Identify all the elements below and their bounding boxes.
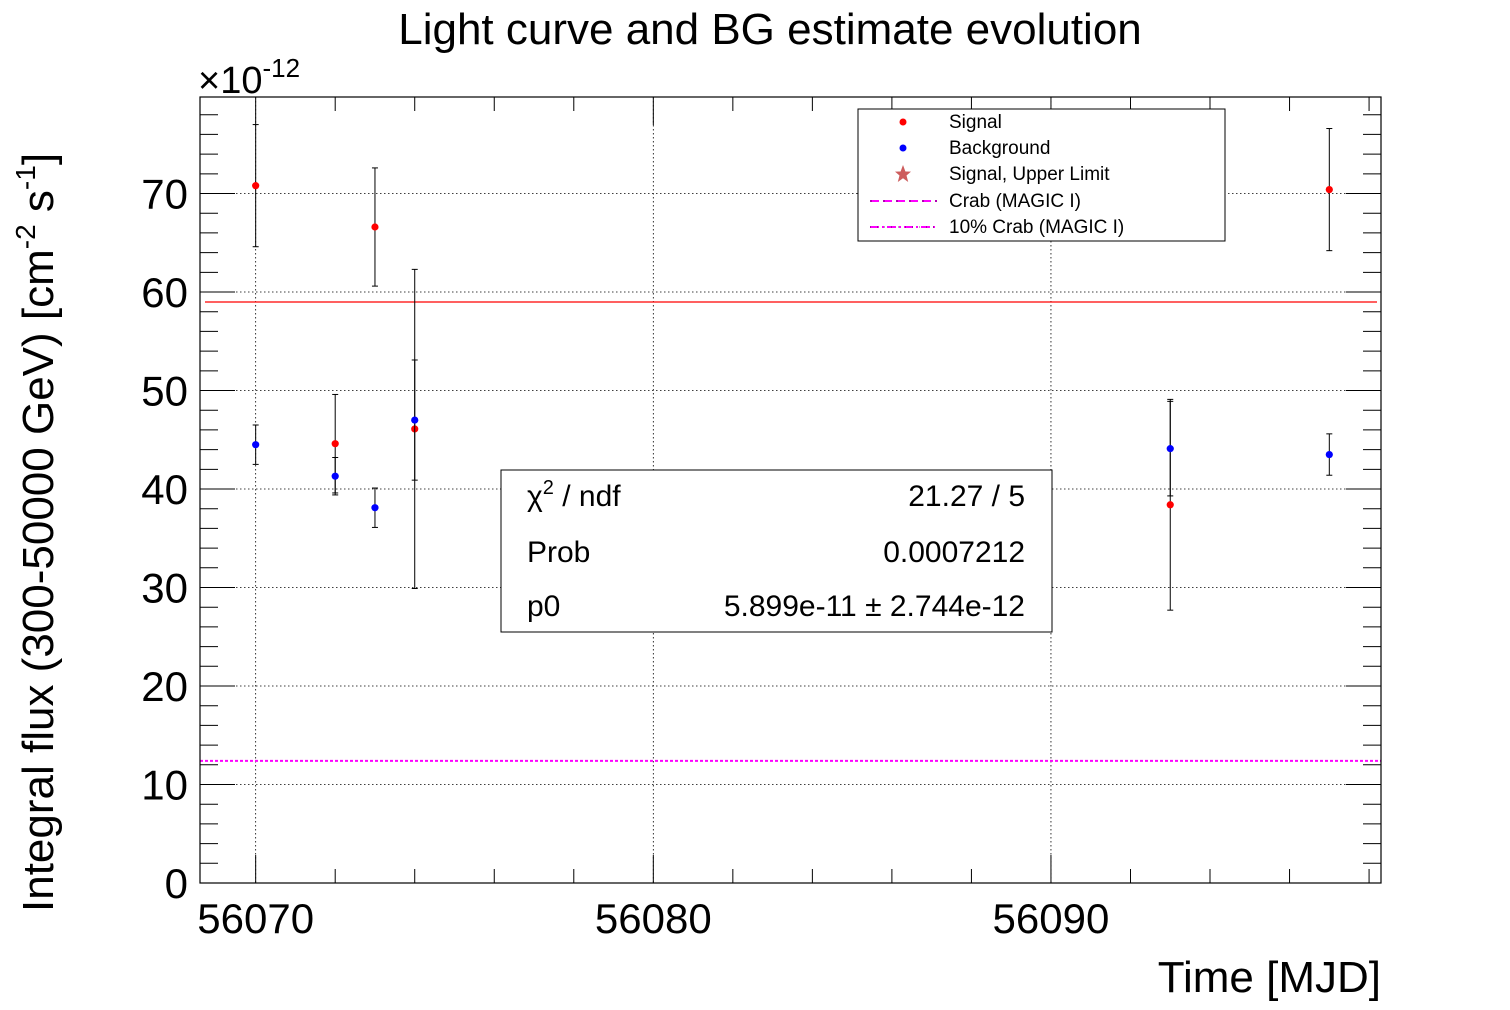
legend-label-ten-percent-crab: 10% Crab (MAGIC I) <box>949 217 1124 238</box>
y-tick-label: 0 <box>165 860 188 907</box>
fit-stat-label-chi2: χ2 / ndf <box>527 477 621 513</box>
legend-box <box>857 108 1226 242</box>
legend-marker-upper-limit <box>895 165 911 182</box>
y-tick-label: 70 <box>141 171 188 218</box>
fit-stats-frame <box>500 469 1053 633</box>
legend-label-crab: Crab (MAGIC I) <box>949 191 1081 212</box>
signal-point <box>252 182 260 190</box>
legend-marker-background <box>899 144 907 152</box>
chart-title: Light curve and BG estimate evolution <box>398 5 1142 54</box>
y-tick-label: 40 <box>141 466 188 513</box>
y-multiplier-base: ×10 <box>198 60 262 102</box>
y-tick-label: 50 <box>141 368 188 415</box>
fit-stat-label-p0: p0 <box>527 590 560 623</box>
x-tick-label: 56080 <box>595 895 712 942</box>
plot-frame <box>199 96 1382 884</box>
signal-point <box>1166 501 1174 509</box>
background-point <box>411 416 419 424</box>
data-layer <box>252 124 1333 611</box>
fit-stat-value-prob: 0.0007212 <box>883 536 1025 569</box>
y-tick-label: 10 <box>141 762 188 809</box>
legend: Signal Background Signal, Upper Limit Cr… <box>857 108 1226 242</box>
y-multiplier-exp: -12 <box>262 53 300 83</box>
legend-label-upper-limit: Signal, Upper Limit <box>949 164 1110 185</box>
svg-text:×10-12: ×10-12 <box>198 53 300 102</box>
reference-lines <box>200 301 1381 762</box>
legend-label-background: Background <box>949 138 1050 159</box>
legend-label-signal: Signal <box>949 112 1002 133</box>
fit-stats-box: χ2 / ndf 21.27 / 5 Prob 0.0007212 p0 5.8… <box>500 469 1053 633</box>
svg-text:Integral flux (300-50000 GeV): Integral flux (300-50000 GeV) [cm-2 s-1] <box>10 153 63 912</box>
y-tick-label: 20 <box>141 663 188 710</box>
background-point <box>1325 450 1333 459</box>
x-tick-label: 56070 <box>197 895 314 942</box>
fit-stat-value-chi2: 21.27 / 5 <box>908 480 1025 513</box>
y-axis-label: Integral flux (300-50000 GeV) [cm-2 s-1] <box>10 153 63 912</box>
signal-point <box>1325 185 1333 194</box>
y-multiplier: ×10-12 <box>198 53 300 102</box>
background-point <box>1166 445 1174 453</box>
signal-point <box>331 440 339 448</box>
x-axis-label: Time [MJD] <box>1158 953 1381 1002</box>
x-tick-label: 56090 <box>993 895 1110 942</box>
signal-point <box>371 223 379 231</box>
legend-marker-signal <box>899 118 907 126</box>
background-point <box>371 504 379 512</box>
fit-stat-value-p0: 5.899e-11 ± 2.744e-12 <box>724 590 1025 623</box>
background-point <box>252 441 260 449</box>
y-tick-label: 60 <box>141 269 188 316</box>
y-tick-label: 30 <box>141 565 188 612</box>
fit-stat-label-prob: Prob <box>527 536 590 569</box>
background-point <box>331 472 339 480</box>
axis-layer: 56070 56080 56090 0 10 20 30 40 50 60 70 <box>141 97 1381 942</box>
